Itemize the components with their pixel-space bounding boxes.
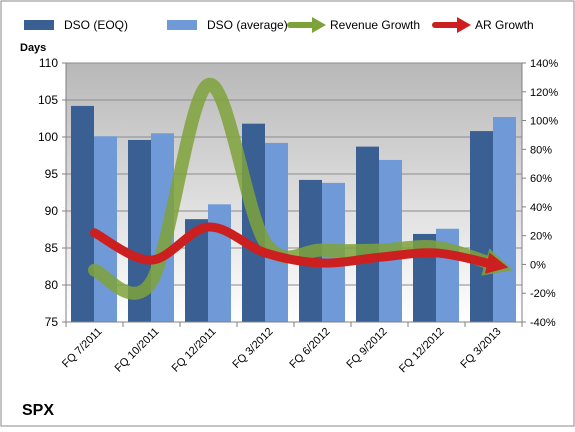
y2-tick-label: 60% [530, 173, 552, 185]
y-tick-label: 85 [45, 241, 59, 255]
legend-label: AR Growth [475, 18, 534, 32]
bar-dso-average [94, 136, 117, 322]
revenue-growth-line [88, 78, 513, 300]
legend-arrow [457, 17, 471, 33]
y-axis-title: Days [20, 42, 46, 54]
y2-tick-label: -40% [530, 317, 556, 329]
ar-growth-line [90, 222, 509, 274]
bar-dso-eoq [356, 146, 379, 322]
y-tick-label: 110 [39, 56, 58, 70]
bar-dso-average [265, 142, 288, 322]
y-tick-label: 80 [45, 278, 59, 292]
y2-tick-label: 140% [530, 58, 558, 70]
bar-dso-average [493, 117, 516, 323]
y-tick-label: 95 [45, 167, 59, 181]
y2-tick-label: -20% [530, 288, 556, 300]
bar-dso-average [208, 204, 231, 322]
y-tick-label: 90 [45, 204, 59, 218]
bar-dso-eoq [128, 139, 151, 322]
bar-dso-eoq [71, 105, 94, 322]
y2-tick-label: 80% [530, 144, 552, 156]
growth-lines [88, 78, 513, 300]
y-tick-label: 100 [38, 130, 58, 144]
bar-dso-eoq [470, 131, 493, 322]
legend-arrow [312, 17, 326, 33]
legend-label: DSO (EOQ) [64, 18, 128, 32]
bar-dso-average [379, 159, 402, 322]
chart-title: SPX [22, 402, 54, 419]
legend-swatch [167, 20, 197, 30]
legend-label: Revenue Growth [330, 18, 420, 32]
y2-tick-label: 0% [530, 259, 546, 271]
y2-tick-label: 40% [530, 202, 552, 214]
legend: DSO (EOQ) DSO (average) Revenue Growth AR G… [24, 17, 534, 33]
y2-tick-label: 100% [530, 116, 558, 128]
y2-tick-label: 120% [530, 87, 558, 99]
y-tick-label: 75 [45, 315, 59, 329]
y2-tick-label: 20% [530, 231, 552, 243]
legend-swatch [24, 20, 54, 30]
y-tick-label: 105 [38, 93, 58, 107]
legend-label: DSO (average) [207, 18, 288, 32]
bar-dso-eoq [185, 219, 208, 322]
